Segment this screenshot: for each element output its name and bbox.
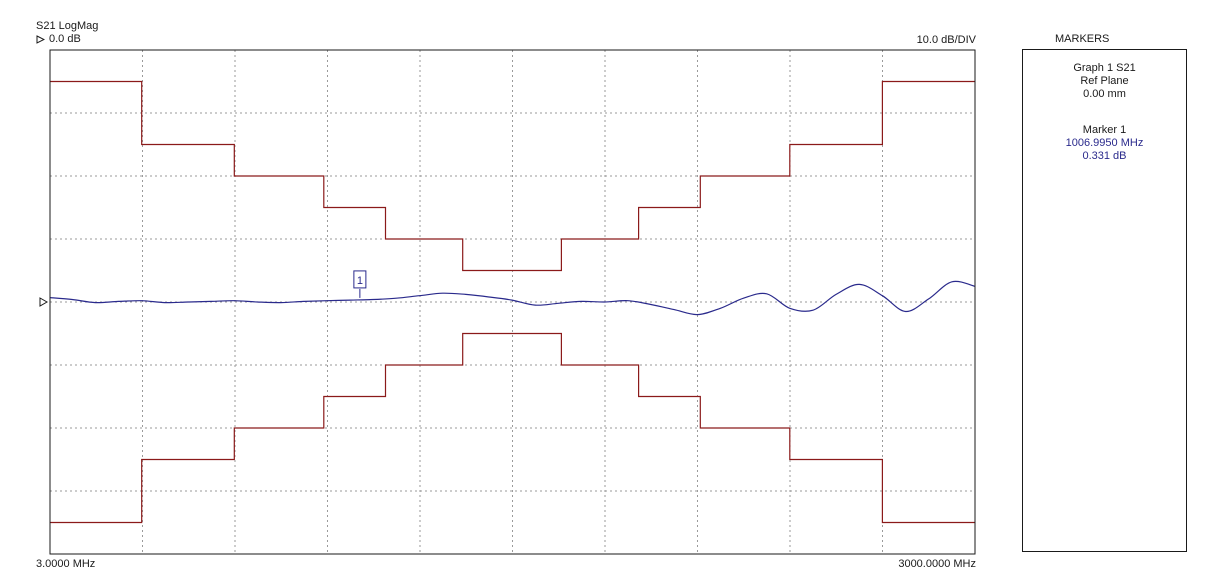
ref-position-icon[interactable]	[39, 297, 49, 307]
s21-chart: 1	[39, 49, 976, 555]
ref-arrow-icon	[36, 35, 45, 44]
reference-level-value: 0.0 dB	[49, 33, 81, 45]
markers-panel-title: MARKERS	[1055, 33, 1110, 45]
marker-1-name: Marker 1	[1082, 124, 1127, 136]
marker-1-value: 0.331 dB	[1082, 150, 1127, 162]
s21-trace	[49, 280, 976, 316]
s21-trace-line	[49, 280, 976, 316]
markers-panel: Graph 1 S21 Ref Plane 0.00 mm Marker 1 1…	[1022, 49, 1187, 552]
marker-layer: 1	[353, 270, 367, 298]
marker-1-tag: 1	[357, 275, 363, 287]
x-axis-start-label: 3.0000 MHz	[36, 558, 96, 570]
trace-format-label: S21 LogMag	[36, 20, 99, 32]
x-axis-stop-label: 3000.0000 MHz	[898, 558, 976, 570]
plot-frame	[49, 49, 976, 555]
limit-lines	[50, 80, 975, 524]
marker-1-flag	[353, 270, 367, 289]
marker-1-frequency: 1006.9950 MHz	[1065, 137, 1144, 149]
grid	[50, 50, 975, 554]
ref-plane-value: 0.00 mm	[1083, 88, 1126, 100]
reference-level-label: 0.0 dB	[36, 33, 81, 46]
marker-graph-line: Graph 1 S21	[1073, 62, 1136, 74]
ref-plane-label: Ref Plane	[1080, 75, 1129, 87]
lower-limit-line	[50, 332, 975, 524]
scale-per-division-label: 10.0 dB/DIV	[916, 34, 976, 46]
upper-limit-line	[50, 80, 975, 272]
